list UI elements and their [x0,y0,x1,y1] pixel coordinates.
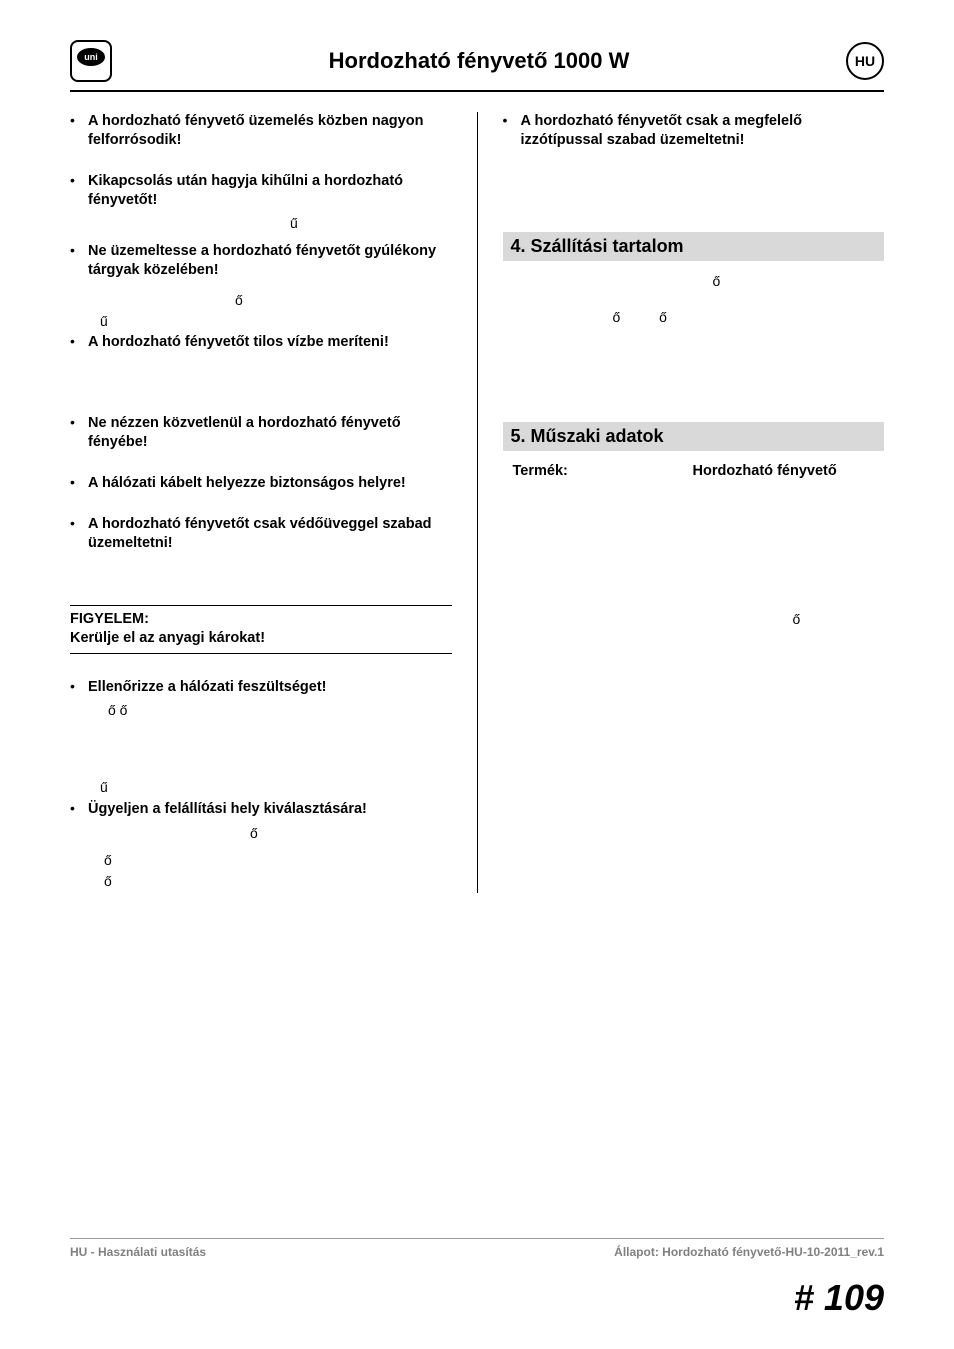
char-marker: ő [713,273,885,290]
safety-item: • A hordozható fényvetőt csak a megfelel… [503,112,885,150]
footer-info: HU - Használati utasítás Állapot: Hordoz… [70,1238,884,1259]
bullet-icon: • [70,242,88,280]
section-5-heading: 5. Műszaki adatok [503,422,885,451]
footer-left: HU - Használati utasítás [70,1245,206,1259]
bullet-icon: • [70,112,88,150]
safety-item: • Ellenőrizze a hálózati feszültséget! [70,678,452,697]
safety-item: • Ügyeljen a felállítási hely kiválasztá… [70,800,452,819]
safety-text: A hordozható fényvető üzemelés közben na… [88,112,452,150]
char-marker: ű [100,779,452,796]
section-4-heading: 4. Szállítási tartalom [503,232,885,261]
safety-text: A hordozható fényvetőt csak a megfelelő … [521,112,885,150]
safety-item: • A hálózati kábelt helyezze biztonságos… [70,474,452,493]
bullet-icon: • [70,414,88,452]
char-marker: ő [250,825,452,842]
bullet-icon: • [70,800,88,819]
footer-right: Állapot: Hordozható fényvető-HU-10-2011_… [614,1245,884,1259]
spec-row: Termék: Hordozható fényvető [503,463,885,479]
main-content: • A hordozható fényvető üzemelés közben … [70,112,884,893]
char-marker: ő ő [108,702,452,719]
bullet-icon: • [70,474,88,493]
safety-text: A hordozható fényvetőt csak védőüveggel … [88,515,452,553]
safety-text: A hordozható fényvetőt tilos vízbe merít… [88,333,389,352]
svg-text:uni: uni [84,52,98,62]
safety-text: Ne nézzen közvetlenül a hordozható fényv… [88,414,452,452]
notice-body: Kerülje el az anyagi károkat! [70,629,452,649]
safety-item: • A hordozható fényvetőt csak védőüvegge… [70,515,452,553]
page-header: uni Hordozható fényvető 1000 W HU [70,40,884,92]
spec-value: Hordozható fényvető [693,463,837,479]
bullet-icon: • [70,333,88,352]
column-divider [477,112,478,893]
safety-item: • Ne nézzen közvetlenül a hordozható fén… [70,414,452,452]
char-marker: ő ő [613,309,885,326]
page-title: Hordozható fényvető 1000 W [112,48,846,74]
char-marker: ő [104,873,452,890]
safety-item: • Ne üzemeltesse a hordozható fényvetőt … [70,242,452,280]
safety-text: Ügyeljen a felállítási hely kiválasztásá… [88,800,367,819]
safety-text: Ellenőrizze a hálózati feszültséget! [88,678,327,697]
safety-item: • Kikapcsolás után hagyja kihűlni a hord… [70,172,452,210]
bullet-icon: • [70,678,88,697]
safety-text: A hálózati kábelt helyezze biztonságos h… [88,474,406,493]
char-marker: ő [793,611,885,628]
language-code: HU [855,53,875,69]
left-column: • A hordozható fényvető üzemelés közben … [70,112,452,893]
right-column: • A hordozható fényvetőt csak a megfelel… [503,112,885,893]
safety-text: Kikapcsolás után hagyja kihűlni a hordoz… [88,172,452,210]
bullet-icon: • [503,112,521,150]
safety-item: • A hordozható fényvetőt tilos vízbe mer… [70,333,452,352]
page-footer: HU - Használati utasítás Állapot: Hordoz… [70,1238,884,1319]
notice-box: FIGYELEM: Kerülje el az anyagi károkat! [70,605,452,654]
char-marker: ő [104,852,452,869]
safety-text: Ne üzemeltesse a hordozható fényvetőt gy… [88,242,452,280]
page-number: # 109 [70,1277,884,1319]
char-marker: ű [100,313,452,330]
bullet-icon: • [70,515,88,553]
language-badge-icon: HU [846,42,884,80]
bullet-icon: • [70,172,88,210]
char-marker: ű [290,215,452,232]
brand-logo-icon: uni [70,40,112,82]
spec-label: Termék: [513,463,693,479]
safety-item: • A hordozható fényvető üzemelés közben … [70,112,452,150]
char-marker: ő [235,292,452,309]
notice-heading: FIGYELEM: [70,610,452,630]
